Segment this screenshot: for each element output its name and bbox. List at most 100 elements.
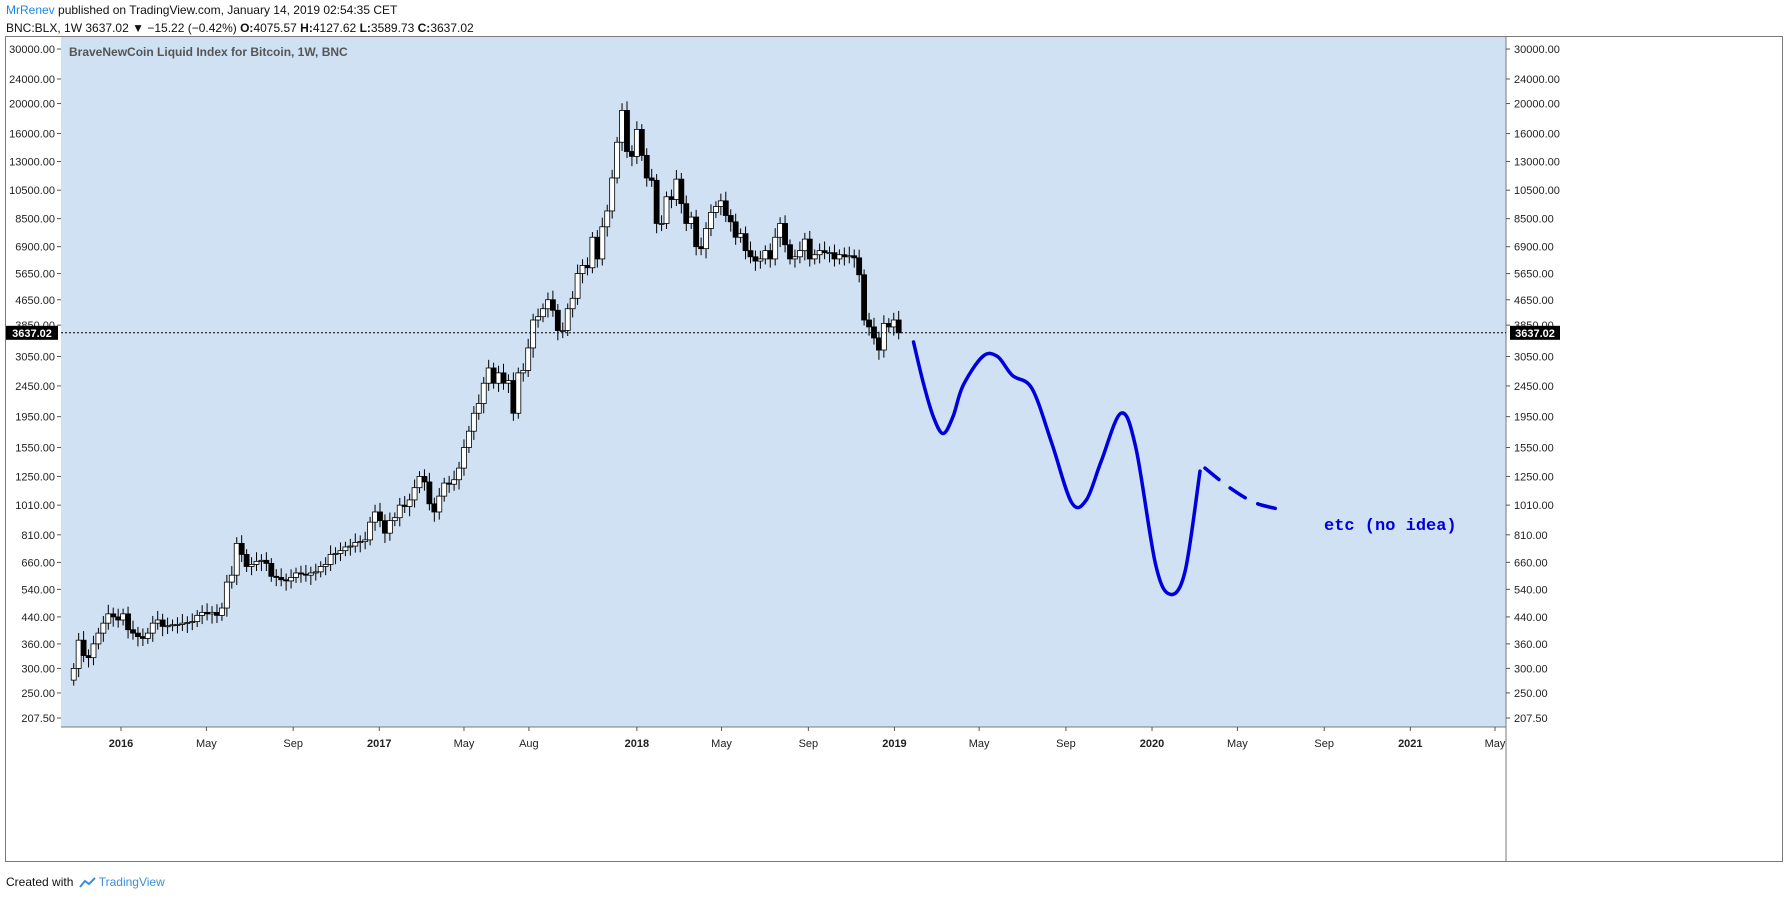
candle-body <box>545 299 551 310</box>
candle-body <box>75 639 82 669</box>
candle-body <box>831 252 838 260</box>
chart-svg[interactable]: 30000.00 30000.00 24000.00 24000.00 20000.00… <box>6 37 1782 861</box>
candle-body <box>115 616 122 621</box>
candle-body <box>179 622 186 625</box>
x-tick-label: Sep <box>1056 738 1076 750</box>
candle-body <box>747 250 754 258</box>
candle-body <box>475 403 482 414</box>
candle-body <box>70 668 77 681</box>
y-tick-label-right: 660.00 <box>1514 557 1548 569</box>
y-tick-label-right: 2450.00 <box>1514 381 1554 393</box>
candle-body <box>737 233 744 238</box>
candle-body <box>431 503 438 513</box>
candle-body <box>80 639 87 656</box>
candle-body <box>515 372 522 414</box>
candle-body <box>490 367 497 384</box>
candle-body <box>327 554 334 565</box>
candle-body <box>722 200 729 216</box>
candle-body <box>717 200 724 207</box>
ohlc-line: BNC:BLX, 1W 3637.02 ▼ −15.22 (−0.42%) O:… <box>6 21 474 35</box>
y-tick-label-right: 1550.00 <box>1514 443 1554 455</box>
candle-body <box>406 499 413 507</box>
y-tick-label-left: 360.00 <box>21 639 55 651</box>
candle-body <box>792 256 798 260</box>
candle-body <box>890 319 897 328</box>
low-label: L: <box>359 21 371 35</box>
candle-body <box>643 155 650 179</box>
y-tick-label-right: 250.00 <box>1514 688 1548 700</box>
chart-frame[interactable]: 30000.00 30000.00 24000.00 24000.00 20000.00… <box>5 36 1783 862</box>
chart-title: BraveNewCoin Liquid Index for Bitcoin, 1… <box>69 45 348 59</box>
candle-body <box>357 541 364 544</box>
candle-body <box>416 476 423 489</box>
current-price-label-left: 3637.02 <box>12 328 52 340</box>
candle-body <box>624 110 630 152</box>
candle-body <box>505 380 512 384</box>
candle-body <box>549 299 556 311</box>
high-label: H: <box>300 21 313 35</box>
candle-body <box>762 250 769 260</box>
candle-body <box>821 250 828 254</box>
candle-body <box>159 619 166 627</box>
x-tick-label: May <box>454 738 475 750</box>
candle-body <box>638 129 645 156</box>
candle-body <box>273 575 280 578</box>
y-tick-label-left: 540.00 <box>21 584 55 596</box>
close-label: C: <box>417 21 431 35</box>
candle-body <box>174 624 181 626</box>
candle-body <box>189 621 196 623</box>
plot-area[interactable] <box>61 37 1506 727</box>
candle-body <box>391 517 398 522</box>
candle-body <box>653 179 660 224</box>
candle-body <box>199 611 206 616</box>
candle-body <box>288 577 294 582</box>
price-change: −15.22 (−0.42%) <box>147 21 237 35</box>
candle-body <box>441 482 448 497</box>
candle-body <box>293 572 299 578</box>
candle-body <box>619 110 625 143</box>
author-link[interactable]: MrRenev <box>6 3 55 17</box>
x-tick-label: May <box>1485 738 1506 750</box>
candle-body <box>609 177 616 212</box>
candle-body <box>219 607 225 616</box>
y-tick-label-left: 16000.00 <box>9 129 55 141</box>
candle-body <box>851 255 858 259</box>
candle-body <box>826 252 833 255</box>
candle-body <box>95 632 102 645</box>
candle-body <box>801 238 808 252</box>
y-tick-label-left: 440.00 <box>21 612 55 624</box>
y-tick-label-right: 1250.00 <box>1514 471 1554 483</box>
candle-body <box>861 274 868 321</box>
candle-body <box>421 476 428 483</box>
tradingview-logo-icon <box>78 877 96 888</box>
candle-body <box>693 216 700 248</box>
candle-body <box>559 330 566 332</box>
candle-body <box>243 554 250 567</box>
candle-body <box>772 236 779 260</box>
publish-header: MrRenev published on TradingView.com, Ja… <box>6 3 397 17</box>
y-tick-label-left: 10500.00 <box>9 185 55 197</box>
candle-body <box>382 520 388 534</box>
candle-body <box>540 308 546 318</box>
candle-body <box>411 487 418 501</box>
y-tick-label-right: 8500.00 <box>1514 214 1554 226</box>
y-tick-label-left: 6900.00 <box>15 242 55 254</box>
y-tick-label-right: 20000.00 <box>1514 99 1560 111</box>
x-tick-label: 2017 <box>367 738 391 750</box>
candle-body <box>480 382 487 404</box>
candle-body <box>485 367 492 384</box>
candle-body <box>599 226 606 260</box>
x-tick-label: 2018 <box>625 738 649 750</box>
candle-body <box>268 562 275 577</box>
annotation-text: etc (no idea) <box>1324 517 1457 536</box>
candle-body <box>520 370 527 374</box>
tradingview-brand-link[interactable]: TradingView <box>98 875 165 889</box>
y-tick-label-left: 5650.00 <box>15 269 55 281</box>
candle-body <box>228 574 235 583</box>
open-value: 4075.57 <box>253 21 297 35</box>
candle-body <box>278 577 285 581</box>
candle-body <box>466 430 472 448</box>
candle-body <box>352 542 359 547</box>
candle-body <box>125 613 131 631</box>
candle-body <box>604 210 611 228</box>
